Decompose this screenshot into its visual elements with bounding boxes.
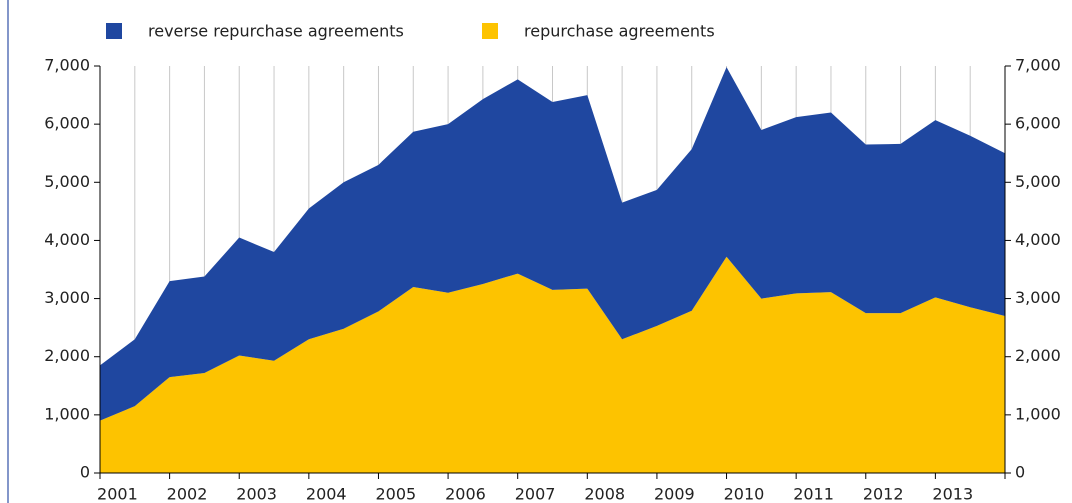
y-tick-label: 0 [80,463,90,482]
y2-tick-label: 3,000 [1015,288,1061,307]
x-tick-label: 2008 [584,485,625,503]
legend-swatch [482,23,498,39]
x-tick-label: 2005 [376,485,417,503]
y2-tick-label: 1,000 [1015,404,1061,423]
x-tick-label: 2011 [793,485,834,503]
y-tick-label: 6,000 [44,114,90,133]
x-tick-label: 2007 [515,485,556,503]
x-tick-label: 2002 [167,485,208,503]
y-tick-label: 1,000 [44,404,90,423]
legend-swatch [106,23,122,39]
x-tick-label: 2003 [236,485,277,503]
y-tick-label: 3,000 [44,288,90,307]
area [100,67,1005,421]
y2-tick-label: 2,000 [1015,346,1061,365]
x-tick-label: 2012 [863,485,904,503]
legend-label: reverse repurchase agreements [148,22,404,41]
y-tick-label: 4,000 [44,230,90,249]
y-tick-label: 5,000 [44,172,90,191]
x-tick-label: 2010 [724,485,765,503]
x-tick-label: 2006 [445,485,486,503]
area [100,256,1005,473]
x-tick-label: 2001 [97,485,138,503]
y2-tick-label: 7,000 [1015,56,1061,75]
y2-tick-label: 4,000 [1015,230,1061,249]
x-tick-label: 2004 [306,485,347,503]
x-tick-label: 2009 [654,485,695,503]
x-tick-label: 2013 [932,485,973,503]
y-tick-label: 7,000 [44,56,90,75]
y-tick-label: 2,000 [44,346,90,365]
legend-label: repurchase agreements [524,22,715,41]
y2-tick-label: 0 [1015,463,1025,482]
y2-tick-label: 5,000 [1015,172,1061,191]
y2-tick-label: 6,000 [1015,114,1061,133]
